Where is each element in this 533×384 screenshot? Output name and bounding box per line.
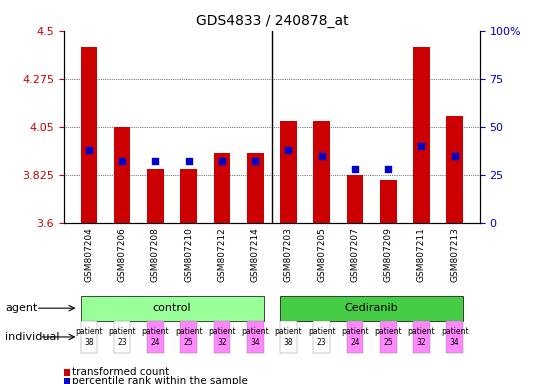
Point <box>184 158 193 164</box>
Text: patient
38: patient 38 <box>274 327 302 347</box>
Bar <box>214 153 230 223</box>
Point <box>118 158 126 164</box>
Text: patient
23: patient 23 <box>308 327 336 347</box>
Text: agent: agent <box>5 303 38 313</box>
Text: individual: individual <box>5 332 60 342</box>
Bar <box>413 47 430 223</box>
Text: control: control <box>153 303 191 313</box>
Text: transformed count: transformed count <box>72 367 169 377</box>
Text: patient
23: patient 23 <box>108 327 136 347</box>
Text: patient
25: patient 25 <box>374 327 402 347</box>
Text: patient
25: patient 25 <box>175 327 203 347</box>
Bar <box>147 169 164 223</box>
Point <box>417 143 426 149</box>
Point <box>251 158 260 164</box>
Bar <box>346 175 364 223</box>
Text: patient
24: patient 24 <box>341 327 369 347</box>
Text: Cediranib: Cediranib <box>345 303 399 313</box>
Point <box>351 166 359 172</box>
Point <box>85 147 93 153</box>
Bar <box>247 153 263 223</box>
Text: patient
38: patient 38 <box>75 327 103 347</box>
Point <box>151 158 160 164</box>
Bar <box>280 121 297 223</box>
Point <box>217 158 226 164</box>
Text: patient
32: patient 32 <box>208 327 236 347</box>
Bar <box>80 47 97 223</box>
Point <box>450 152 459 159</box>
Point <box>384 166 392 172</box>
Bar <box>447 116 463 223</box>
Bar <box>114 127 131 223</box>
Text: patient
24: patient 24 <box>142 327 169 347</box>
Point <box>284 147 293 153</box>
Bar <box>180 169 197 223</box>
Bar <box>380 180 397 223</box>
Text: patient
34: patient 34 <box>241 327 269 347</box>
Text: percentile rank within the sample: percentile rank within the sample <box>72 376 248 384</box>
Title: GDS4833 / 240878_at: GDS4833 / 240878_at <box>196 14 348 28</box>
Point <box>318 152 326 159</box>
Bar <box>313 121 330 223</box>
Text: patient
32: patient 32 <box>408 327 435 347</box>
Text: patient
34: patient 34 <box>441 327 469 347</box>
